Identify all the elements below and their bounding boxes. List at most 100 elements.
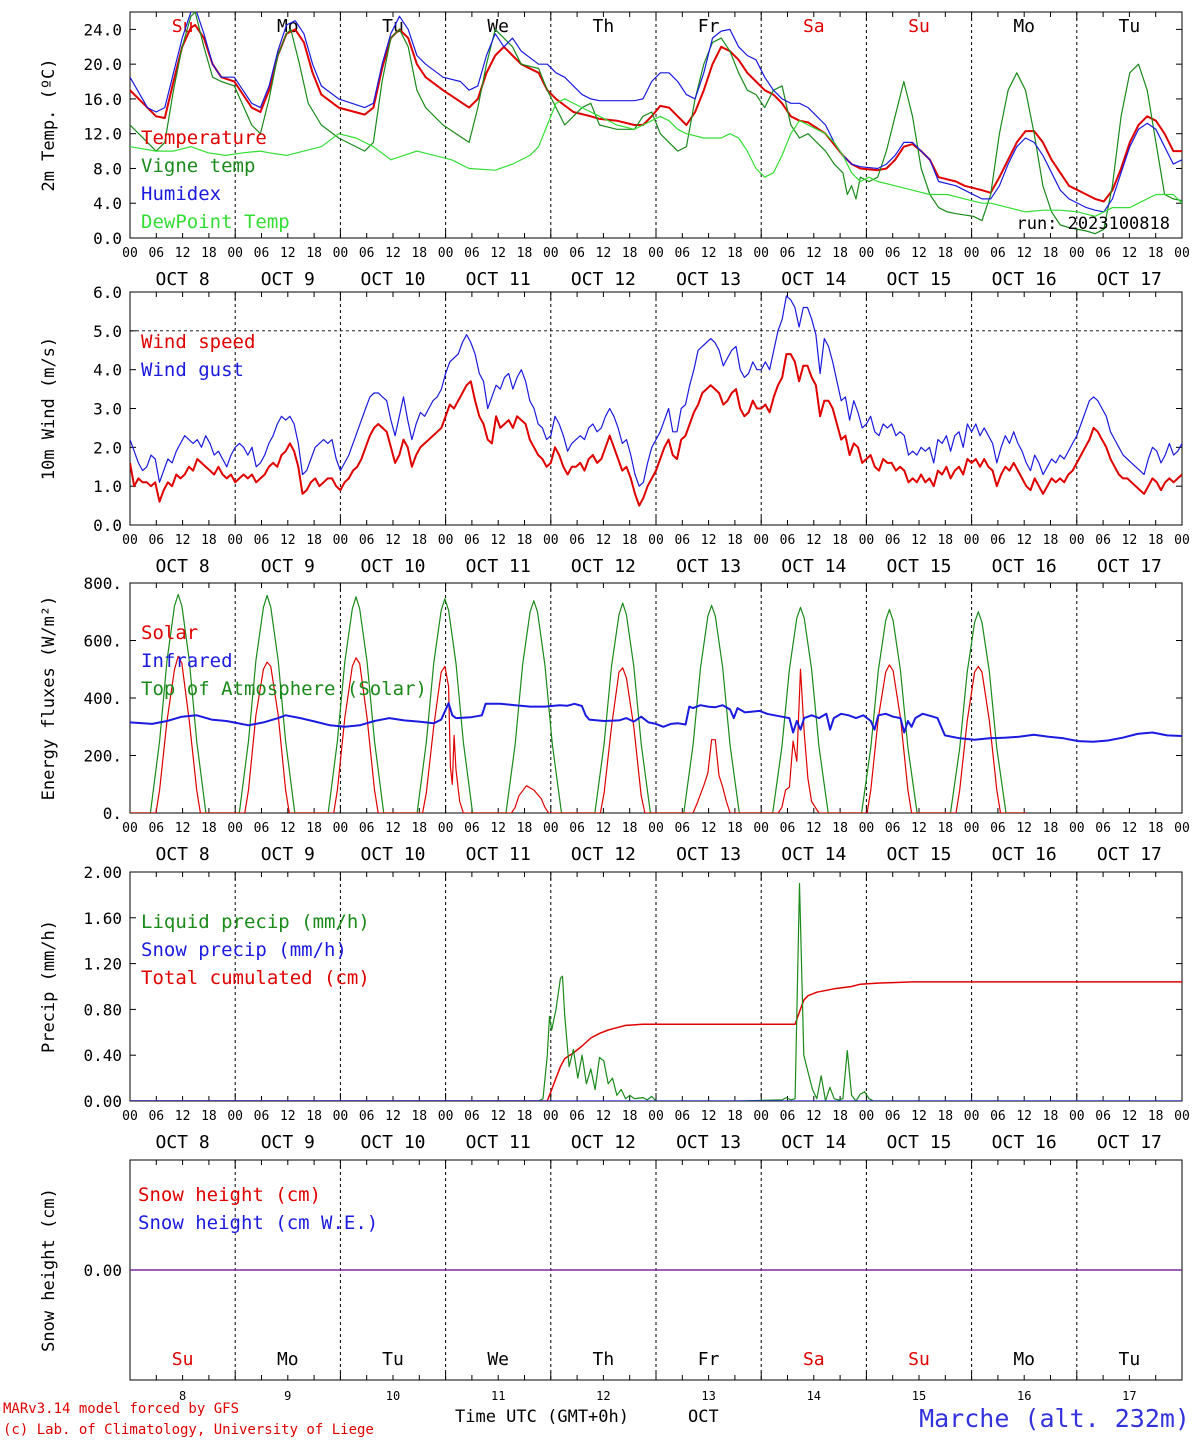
hour-tick-label: 00 bbox=[122, 246, 138, 261]
y-tick-label: 16.0 bbox=[83, 90, 122, 109]
hour-tick-label: 06 bbox=[569, 246, 585, 261]
hour-tick-label: 00 bbox=[1174, 1109, 1190, 1124]
y-axis-label: 10m Wind (m/s) bbox=[39, 337, 59, 480]
hour-tick-label: 12 bbox=[1016, 246, 1032, 261]
date-label: OCT 16 bbox=[992, 269, 1057, 290]
hour-tick-label: 12 bbox=[806, 1109, 822, 1124]
hour-tick-label: 18 bbox=[622, 533, 638, 548]
date-label: OCT 9 bbox=[261, 269, 315, 290]
hour-tick-label: 12 bbox=[490, 533, 506, 548]
hour-tick-label: 00 bbox=[859, 246, 875, 261]
hour-tick-label: 06 bbox=[359, 821, 375, 836]
day-number: 17 bbox=[1122, 1389, 1136, 1403]
y-tick-label: 20.0 bbox=[83, 55, 122, 74]
time-axis-label: Time UTC (GMT+0h) bbox=[455, 1407, 629, 1427]
hour-tick-label: 12 bbox=[911, 246, 927, 261]
hour-tick-label: 00 bbox=[1069, 1109, 1085, 1124]
date-label: OCT 8 bbox=[156, 556, 210, 577]
weekday-label: Th bbox=[593, 16, 615, 37]
hour-tick-label: 00 bbox=[333, 246, 349, 261]
hour-tick-label: 00 bbox=[122, 533, 138, 548]
date-label: OCT 14 bbox=[781, 1132, 846, 1153]
day-number: 13 bbox=[701, 1389, 715, 1403]
weekday-label: Mo bbox=[1013, 16, 1035, 37]
hour-tick-label: 00 bbox=[227, 821, 243, 836]
date-label: OCT 8 bbox=[156, 269, 210, 290]
hour-tick-label: 12 bbox=[490, 1109, 506, 1124]
hour-tick-label: 06 bbox=[464, 821, 480, 836]
hour-tick-label: 06 bbox=[148, 1109, 164, 1124]
day-number: 8 bbox=[179, 1389, 186, 1403]
hour-tick-label: 18 bbox=[832, 533, 848, 548]
hour-tick-label: 18 bbox=[1043, 533, 1059, 548]
hour-tick-label: 00 bbox=[1174, 533, 1190, 548]
series-line-humidex bbox=[130, 12, 1182, 213]
hour-tick-label: 06 bbox=[1095, 246, 1111, 261]
legend-entry: Wind speed bbox=[141, 331, 255, 353]
hour-tick-label: 00 bbox=[859, 1109, 875, 1124]
hour-tick-label: 18 bbox=[622, 246, 638, 261]
hour-tick-label: 00 bbox=[543, 533, 559, 548]
date-label: OCT 13 bbox=[676, 269, 741, 290]
date-label: OCT 10 bbox=[360, 556, 425, 577]
hour-tick-label: 06 bbox=[780, 533, 796, 548]
hour-tick-label: 18 bbox=[517, 246, 533, 261]
hour-tick-label: 12 bbox=[1016, 533, 1032, 548]
hour-tick-label: 00 bbox=[964, 821, 980, 836]
date-label: OCT 14 bbox=[781, 269, 846, 290]
hour-tick-label: 12 bbox=[1016, 1109, 1032, 1124]
hour-tick-label: 00 bbox=[227, 246, 243, 261]
day-number: 16 bbox=[1017, 1389, 1031, 1403]
day-number: 12 bbox=[596, 1389, 610, 1403]
hour-tick-label: 00 bbox=[438, 1109, 454, 1124]
date-label: OCT 13 bbox=[676, 556, 741, 577]
hour-tick-label: 06 bbox=[674, 1109, 690, 1124]
date-label: OCT 14 bbox=[781, 556, 846, 577]
hour-tick-label: 12 bbox=[806, 533, 822, 548]
hour-tick-label: 06 bbox=[674, 821, 690, 836]
hour-tick-label: 00 bbox=[122, 1109, 138, 1124]
hour-tick-label: 12 bbox=[701, 246, 717, 261]
hour-tick-label: 06 bbox=[254, 821, 270, 836]
date-label: OCT 17 bbox=[1097, 844, 1162, 865]
series-line-top-of-atmosphere-solar- bbox=[130, 593, 1027, 813]
date-label: OCT 10 bbox=[360, 1132, 425, 1153]
date-label: OCT 11 bbox=[466, 1132, 531, 1153]
date-label: OCT 14 bbox=[781, 844, 846, 865]
y-tick-label: 400. bbox=[83, 689, 122, 708]
weekday-label: Tu bbox=[1119, 16, 1141, 37]
hour-tick-label: 00 bbox=[333, 821, 349, 836]
weekday-label: Tu bbox=[382, 1349, 404, 1370]
date-label: OCT 15 bbox=[886, 556, 951, 577]
y-tick-label: 0.80 bbox=[83, 1000, 122, 1019]
panel-5: 0.00 Snow height (cm) Su Mo Tu We Th Fr Sa Su Mo Tu… bbox=[39, 1159, 1183, 1403]
legend-entry: Snow precip (mm/h) bbox=[141, 939, 347, 961]
weekday-label: Tu bbox=[1119, 1349, 1141, 1370]
y-tick-label: 8.0 bbox=[93, 159, 122, 178]
y-tick-label: 0.0 bbox=[93, 516, 122, 535]
hour-tick-label: 12 bbox=[385, 1109, 401, 1124]
weekday-label: Mo bbox=[1013, 1349, 1035, 1370]
hour-tick-label: 18 bbox=[201, 246, 217, 261]
weekday-label: Tu bbox=[382, 16, 404, 37]
hour-tick-label: 00 bbox=[964, 533, 980, 548]
hour-tick-label: 12 bbox=[175, 821, 191, 836]
hour-tick-label: 12 bbox=[175, 533, 191, 548]
series-group bbox=[130, 882, 1182, 1101]
hour-tick-label: 06 bbox=[148, 533, 164, 548]
date-label: OCT 9 bbox=[261, 844, 315, 865]
hour-tick-label: 00 bbox=[543, 246, 559, 261]
hour-tick-label: 06 bbox=[359, 246, 375, 261]
hour-tick-label: 18 bbox=[1043, 246, 1059, 261]
weekday-label: Fr bbox=[698, 16, 720, 37]
hour-tick-label: 12 bbox=[1122, 1109, 1138, 1124]
hour-tick-label: 18 bbox=[1043, 821, 1059, 836]
hour-tick-label: 06 bbox=[359, 533, 375, 548]
panel-2: 0.0 1.0 2.0 3.0 4.0 5.0 6.0 10m Wind (m/s) 00 06 1… bbox=[39, 283, 1190, 577]
hour-tick-label: 00 bbox=[438, 246, 454, 261]
series-line-temperature bbox=[130, 24, 1182, 203]
series-line-solar bbox=[130, 655, 1027, 813]
panel-1: 0.0 4.0 8.0 12.0 16.0 20.0 24.0 2m Temp. (ºC) 00… bbox=[39, 11, 1190, 290]
run-label: run: 2023100818 bbox=[1016, 214, 1170, 234]
series-line-liquid-precip-mm-h- bbox=[130, 882, 1182, 1101]
